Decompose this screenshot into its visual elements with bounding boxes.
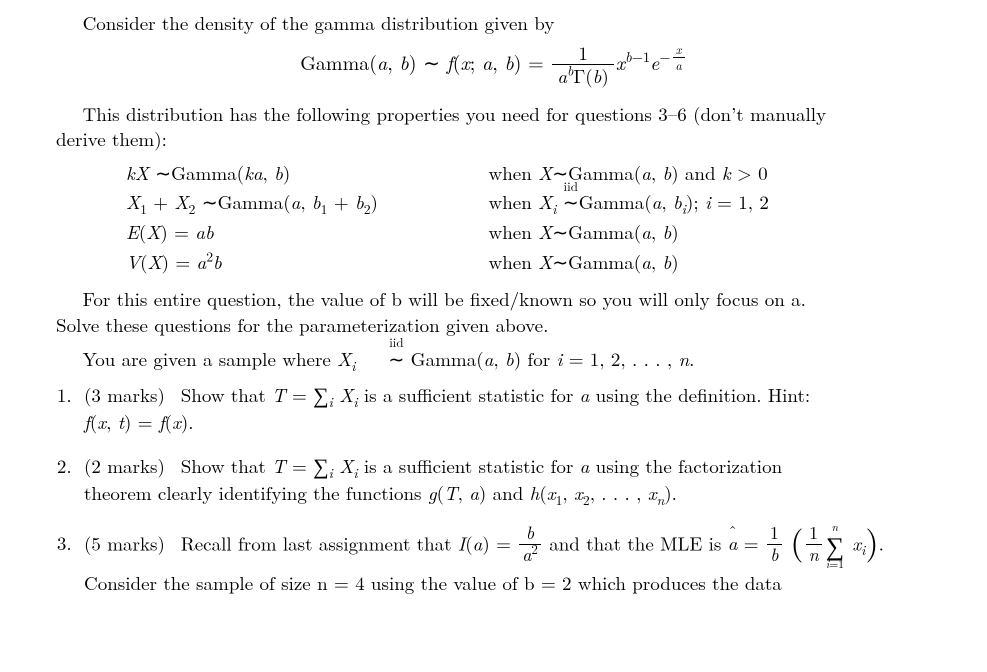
gamma-density-display: Gamma(a, b) ∼ f(x; a, b) = 1 abΓ(b) xb−1… bbox=[56, 44, 931, 87]
fixed-b-line1: For this entire question, the value of b… bbox=[83, 285, 806, 312]
q3-line2: Consider the sample of size n = 4 using … bbox=[84, 569, 782, 596]
question-1: (3 marks) Show that T = ∑i Xi is a suffi… bbox=[78, 379, 931, 434]
density-fraction: 1 abΓ(b) bbox=[552, 43, 613, 86]
mle-outer-fraction: 1 b bbox=[767, 524, 782, 565]
fixed-b-para: For this entire question, the value of b… bbox=[56, 286, 931, 337]
fixed-b-line2: Solve these questions for the parameteri… bbox=[56, 311, 548, 338]
properties-lead-b: derive them): bbox=[56, 125, 167, 152]
iid-label: iid bbox=[563, 177, 579, 194]
sum-symbol: n ∑ i=1 bbox=[826, 522, 844, 570]
prop1-right: when X∼Gamma(a, b) and k > 0 bbox=[459, 160, 932, 186]
mle-inner-fraction: 1 n bbox=[806, 524, 822, 565]
prop3-left: E(X) = ab bbox=[56, 219, 459, 245]
properties-lead-a: This distribution has the following prop… bbox=[83, 100, 827, 127]
question-3: (5 marks) Recall from last assignment th… bbox=[78, 522, 931, 596]
page: Consider the density of the gamma distri… bbox=[0, 0, 987, 672]
iid-label-2: iid bbox=[362, 333, 405, 350]
properties-block: kX ∼Gamma(ka, b) when X∼Gamma(a, b) and … bbox=[56, 160, 931, 275]
prop4-right: when X∼Gamma(a, b) bbox=[459, 249, 932, 275]
iid-symbol: iid∼ bbox=[563, 189, 579, 215]
info-fraction: b a2 bbox=[519, 524, 541, 565]
prop3-right: when X∼Gamma(a, b) bbox=[459, 219, 932, 245]
prop-row-4: V(X) = a2b when X∼Gamma(a, b) bbox=[56, 249, 931, 275]
prop-row-3: E(X) = ab when X∼Gamma(a, b) bbox=[56, 219, 931, 245]
prop-row-1: kX ∼Gamma(ka, b) when X∼Gamma(a, b) and … bbox=[56, 160, 931, 186]
iid-symbol-2: iid∼ bbox=[362, 346, 405, 372]
sample-para: You are given a sample where Xi iid∼ Gam… bbox=[56, 346, 931, 372]
prop2-right: when Xi iid∼Gamma(a, bi); i = 1, 2 bbox=[459, 189, 932, 215]
prop2-left: X1 + X2 ∼Gamma(a, b1 + b2) bbox=[56, 189, 459, 215]
prop1-left: kX ∼Gamma(ka, b) bbox=[56, 160, 459, 186]
intro-lead: Consider the density of the gamma distri… bbox=[56, 10, 931, 36]
properties-lead: This distribution has the following prop… bbox=[56, 101, 931, 152]
prop-row-2: X1 + X2 ∼Gamma(a, b1 + b2) when Xi iid∼G… bbox=[56, 189, 931, 215]
prop4-left: V(X) = a2b bbox=[56, 249, 459, 275]
question-2: (2 marks) Show that T = ∑i Xi is a suffi… bbox=[78, 450, 931, 505]
question-list: (3 marks) Show that T = ∑i Xi is a suffi… bbox=[56, 379, 931, 595]
